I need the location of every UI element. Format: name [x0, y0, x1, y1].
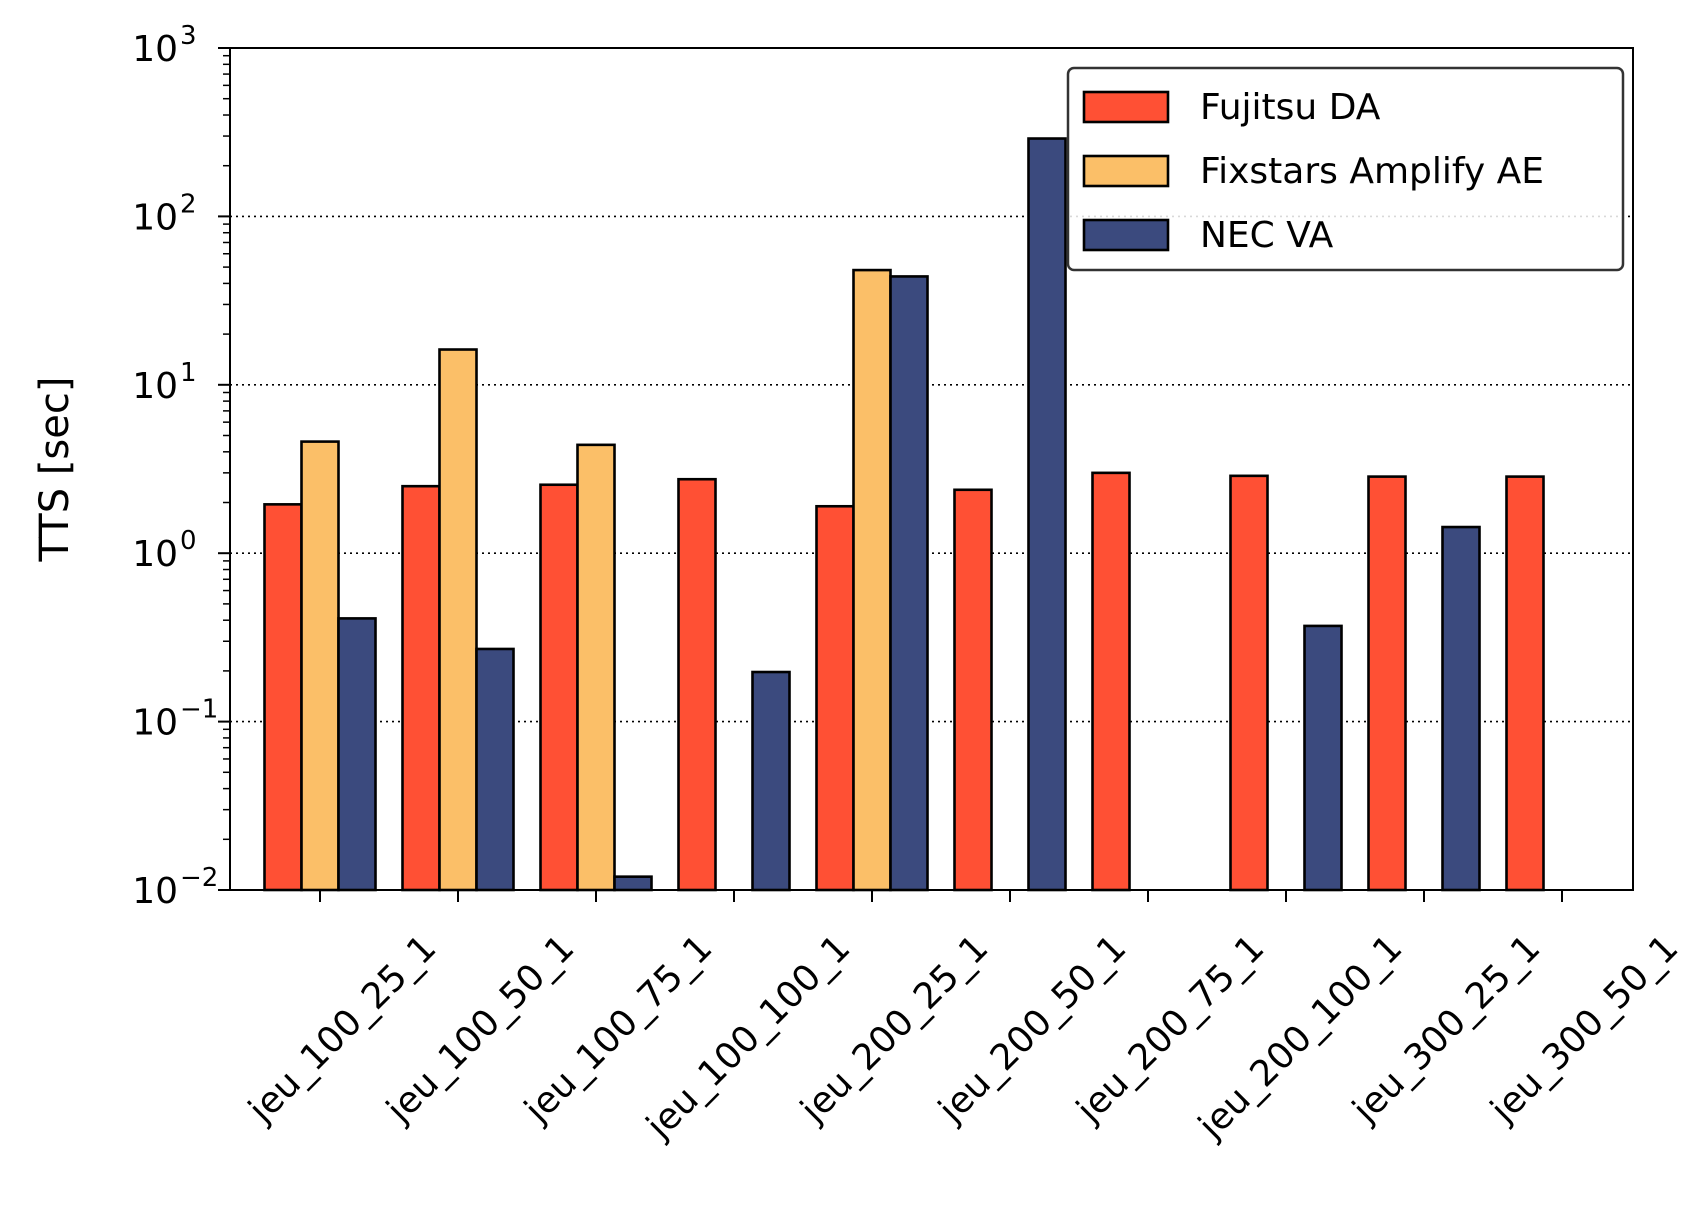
legend: Fujitsu DA Fixstars Amplify AE NEC VA: [1066, 66, 1625, 272]
y-tick-exponent: 0: [180, 526, 197, 556]
bar-fixstars-amplify-ae-jeu_100_25_1: [300, 440, 340, 892]
bar-nec-va-jeu_100_75_1: [613, 875, 653, 892]
y-tick-label: 10: [132, 871, 178, 912]
y-tick-label: 10: [132, 534, 178, 575]
bar-fujitsu-da-jeu_100_50_1: [401, 484, 441, 892]
legend-label: Fujitsu DA: [1200, 87, 1381, 128]
bar-fixstars-amplify-ae-jeu_100_75_1: [576, 443, 616, 892]
bar-fujitsu-da-jeu_100_100_1: [677, 477, 717, 892]
y-tick-exponent: −1: [180, 695, 218, 725]
bar-fujitsu-da-jeu_200_100_1: [1229, 474, 1269, 892]
legend-swatch: [1082, 218, 1170, 252]
bar-fujitsu-da-jeu_100_25_1: [263, 503, 303, 892]
bar-fujitsu-da-jeu_200_50_1: [953, 488, 993, 892]
y-axis-label: TTS [sec]: [32, 377, 78, 563]
y-tick-label: 10: [132, 366, 178, 407]
bar-fixstars-amplify-ae-jeu_100_50_1: [438, 348, 478, 892]
bar-fujitsu-da-jeu_300_25_1: [1367, 475, 1407, 892]
bar-fujitsu-da-jeu_200_25_1: [815, 504, 855, 892]
legend-swatch: [1082, 90, 1170, 124]
bar-nec-va-jeu_100_100_1: [751, 670, 791, 892]
y-tick-label: 10: [132, 197, 178, 238]
bar-nec-va-jeu_200_25_1: [889, 275, 929, 892]
legend-box: [1066, 66, 1625, 272]
y-tick-exponent: 1: [180, 358, 197, 388]
bar-fujitsu-da-jeu_300_50_1: [1505, 475, 1545, 892]
legend-label: Fixstars Amplify AE: [1200, 151, 1544, 192]
y-tick-label: 10: [132, 29, 178, 70]
x-axis: jeu_100_25_1jeu_100_50_1jeu_100_75_1jeu_…: [240, 890, 1686, 1147]
bar-fixstars-amplify-ae-jeu_200_25_1: [852, 268, 892, 892]
bars: [263, 137, 1545, 892]
y-tick-exponent: 2: [180, 189, 197, 219]
y-tick-exponent: 3: [180, 21, 197, 51]
bar-fujitsu-da-jeu_200_75_1: [1091, 471, 1131, 892]
legend-swatch: [1082, 154, 1170, 188]
bar-nec-va-jeu_200_100_1: [1303, 624, 1343, 892]
bar-nec-va-jeu_200_50_1: [1027, 137, 1067, 892]
bar-nec-va-jeu_300_25_1: [1441, 525, 1481, 892]
legend-label: NEC VA: [1200, 215, 1334, 256]
plot-frame: [229, 47, 1634, 891]
y-tick-exponent: −2: [180, 863, 218, 893]
y-tick-label: 10: [132, 703, 178, 744]
bar-nec-va-jeu_100_50_1: [475, 647, 515, 892]
bar-nec-va-jeu_100_25_1: [337, 617, 377, 892]
bar-fujitsu-da-jeu_100_75_1: [539, 483, 579, 892]
